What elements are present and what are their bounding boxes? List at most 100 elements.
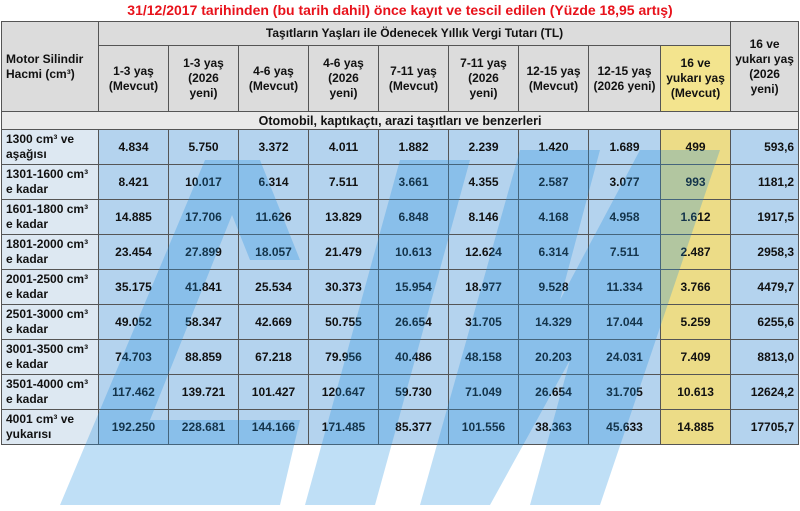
value-cell: 15.954 [378,269,449,305]
value-cell: 1917,5 [730,199,800,235]
value-cell: 18.977 [448,269,519,305]
value-cell: 12.624 [448,234,519,270]
table-row: 1801-2000 cm³ e kadar 23.454 27.899 18.057 2… [1,234,800,270]
row-label: 2001-2500 cm³ e kadar [1,269,99,305]
header-col-2: 1-3 yaş (2026 yeni) [168,45,239,112]
header-col-3: 4-6 yaş (Mevcut) [238,45,309,112]
value-cell: 20.203 [518,339,589,375]
table-body: 1300 cm³ ve aşağısı 4.834 5.750 3.372 4.011 1… [1,129,800,445]
value-cell: 27.899 [168,234,239,270]
value-cell: 85.377 [378,409,449,445]
value-cell: 3.661 [378,164,449,200]
value-cell: 3.372 [238,129,309,165]
value-cell: 10.017 [168,164,239,200]
value-cell: 7.511 [308,164,379,200]
value-cell: 120.647 [308,374,379,410]
value-cell: 2.487 [659,234,732,270]
table-row: 4001 cm³ ve yukarısı 192.250 228.681 144.16… [1,409,800,445]
section-label: Otomobil, kaptıkaçtı, arazi taşıtları ve… [0,111,800,130]
value-cell: 4.168 [518,199,589,235]
value-cell: 35.175 [98,269,169,305]
value-cell: 6.314 [518,234,589,270]
value-cell: 1.689 [588,129,661,165]
header-group: Taşıtların Yaşları ile Ödenecek Yıllık V… [97,21,732,46]
value-cell: 21.479 [308,234,379,270]
value-cell: 4.355 [448,164,519,200]
header-col-6: 7-11 yaş (2026 yeni) [448,45,519,112]
header-col-5: 7-11 yaş (Mevcut) [378,45,449,112]
value-cell: 74.703 [98,339,169,375]
table-row: 3001-3500 cm³ e kadar 74.703 88.859 67.218 7… [1,339,800,375]
value-cell: 23.454 [98,234,169,270]
value-cell: 6255,6 [730,304,800,340]
value-cell: 79.956 [308,339,379,375]
value-cell: 5.750 [168,129,239,165]
value-cell: 18.057 [238,234,309,270]
header-col-4: 4-6 yaş (2026 yeni) [308,45,379,112]
value-cell: 14.885 [659,409,732,445]
value-cell: 8.421 [98,164,169,200]
value-cell: 17.044 [588,304,661,340]
row-label: 1801-2000 cm³ e kadar [1,234,99,270]
value-cell: 1.882 [378,129,449,165]
row-label: 2501-3000 cm³ e kadar [1,304,99,340]
value-cell: 2.239 [448,129,519,165]
header-col-10: 16 ve yukarı yaş (2026 yeni) [730,21,800,112]
value-cell: 50.755 [308,304,379,340]
value-cell: 6.848 [378,199,449,235]
value-cell: 3.766 [659,269,732,305]
value-cell: 5.259 [659,304,732,340]
value-cell: 71.049 [448,374,519,410]
value-cell: 1.612 [659,199,732,235]
value-cell: 40.486 [378,339,449,375]
value-cell: 144.166 [238,409,309,445]
value-cell: 31.705 [448,304,519,340]
value-cell: 4.958 [588,199,661,235]
value-cell: 4.011 [308,129,379,165]
value-cell: 2.587 [518,164,589,200]
row-label: 1301-1600 cm³ e kadar [1,164,99,200]
value-cell: 17705,7 [730,409,800,445]
value-cell: 171.485 [308,409,379,445]
value-cell: 41.841 [168,269,239,305]
value-cell: 42.669 [238,304,309,340]
value-cell: 26.654 [378,304,449,340]
value-cell: 26.654 [518,374,589,410]
value-cell: 4479,7 [730,269,800,305]
table-row: 2001-2500 cm³ e kadar 35.175 41.841 25.534 3… [1,269,800,305]
header-col-8: 12-15 yaş (2026 yeni) [588,45,661,112]
table-row: 1601-1800 cm³ e kadar 14.885 17.706 11.626 1… [1,199,800,235]
row-label: 1300 cm³ ve aşağısı [1,129,99,165]
value-cell: 17.706 [168,199,239,235]
value-cell: 7.409 [659,339,732,375]
value-cell: 6.314 [238,164,309,200]
value-cell: 13.829 [308,199,379,235]
header-col-1: 1-3 yaş (Mevcut) [98,45,169,112]
value-cell: 11.334 [588,269,661,305]
value-cell: 31.705 [588,374,661,410]
value-cell: 593,6 [730,129,800,165]
value-cell: 14.329 [518,304,589,340]
value-cell: 1181,2 [730,164,800,200]
value-cell: 30.373 [308,269,379,305]
row-label: 3001-3500 cm³ e kadar [1,339,99,375]
value-cell: 48.158 [448,339,519,375]
value-cell: 139.721 [168,374,239,410]
value-cell: 101.556 [448,409,519,445]
table-row: 1301-1600 cm³ e kadar 8.421 10.017 6.314 7.5… [1,164,800,200]
header-corner: Motor Silindir Hacmi (cm³) [1,21,99,112]
value-cell: 49.052 [98,304,169,340]
value-cell: 12624,2 [730,374,800,410]
value-cell: 499 [659,129,732,165]
row-label: 4001 cm³ ve yukarısı [1,409,99,445]
value-cell: 993 [659,164,732,200]
value-cell: 67.218 [238,339,309,375]
table-title: 31/12/2017 tarihinden (bu tarih dahil) ö… [0,0,800,20]
value-cell: 25.534 [238,269,309,305]
value-cell: 1.420 [518,129,589,165]
tax-table: Motor Silindir Hacmi (cm³) Taşıtların Ya… [0,21,800,445]
value-cell: 9.528 [518,269,589,305]
value-cell: 4.834 [98,129,169,165]
value-cell: 24.031 [588,339,661,375]
value-cell: 7.511 [588,234,661,270]
